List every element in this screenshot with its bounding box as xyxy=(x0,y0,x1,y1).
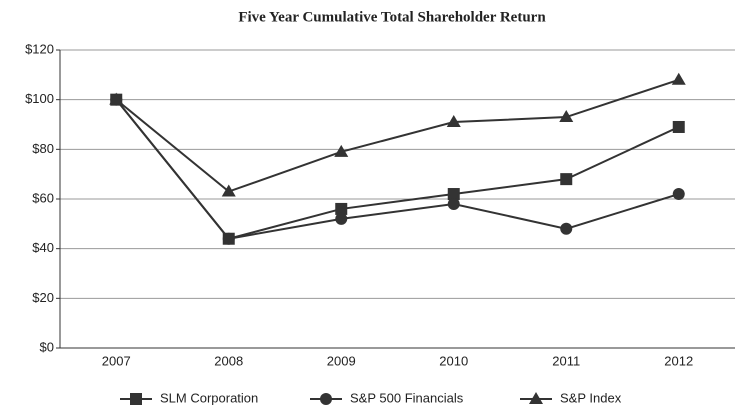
y-tick-label: $20 xyxy=(32,290,54,305)
x-tick-label: 2007 xyxy=(102,353,131,368)
marker-triangle xyxy=(671,72,686,85)
y-tick-label: $100 xyxy=(25,91,54,106)
x-tick-label: 2011 xyxy=(552,353,580,368)
x-tick-label: 2009 xyxy=(327,353,356,368)
marker-circle xyxy=(335,212,348,225)
marker-circle xyxy=(672,188,685,201)
marker-triangle xyxy=(559,110,574,123)
y-tick-label: $80 xyxy=(32,141,54,156)
x-tick-label: 2012 xyxy=(664,353,693,368)
marker-square xyxy=(560,173,573,186)
marker-circle xyxy=(447,197,460,210)
y-tick-label: $60 xyxy=(32,190,54,205)
marker-circle xyxy=(560,222,573,235)
series-line xyxy=(115,78,680,193)
legend-marker xyxy=(130,393,142,405)
y-tick-label: $120 xyxy=(25,41,54,56)
y-tick-label: $0 xyxy=(40,339,54,354)
series-line xyxy=(115,99,680,240)
y-tick-label: $40 xyxy=(32,240,54,255)
legend-label: SLM Corporation xyxy=(160,390,258,405)
legend-marker xyxy=(320,393,332,405)
legend-marker xyxy=(529,392,543,404)
legend-label: S&P 500 Financials xyxy=(350,390,464,405)
marker-square xyxy=(335,202,348,215)
marker-triangle xyxy=(109,92,124,105)
marker-triangle xyxy=(334,144,349,157)
legend-label: S&P Index xyxy=(560,390,622,405)
marker-triangle xyxy=(221,184,236,197)
marker-square xyxy=(447,188,460,201)
x-tick-label: 2010 xyxy=(439,353,468,368)
x-tick-label: 2008 xyxy=(214,353,243,368)
marker-circle xyxy=(222,232,235,245)
chart-title: Five Year Cumulative Total Shareholder R… xyxy=(238,9,546,25)
marker-triangle xyxy=(446,115,461,128)
marker-square xyxy=(672,120,685,133)
